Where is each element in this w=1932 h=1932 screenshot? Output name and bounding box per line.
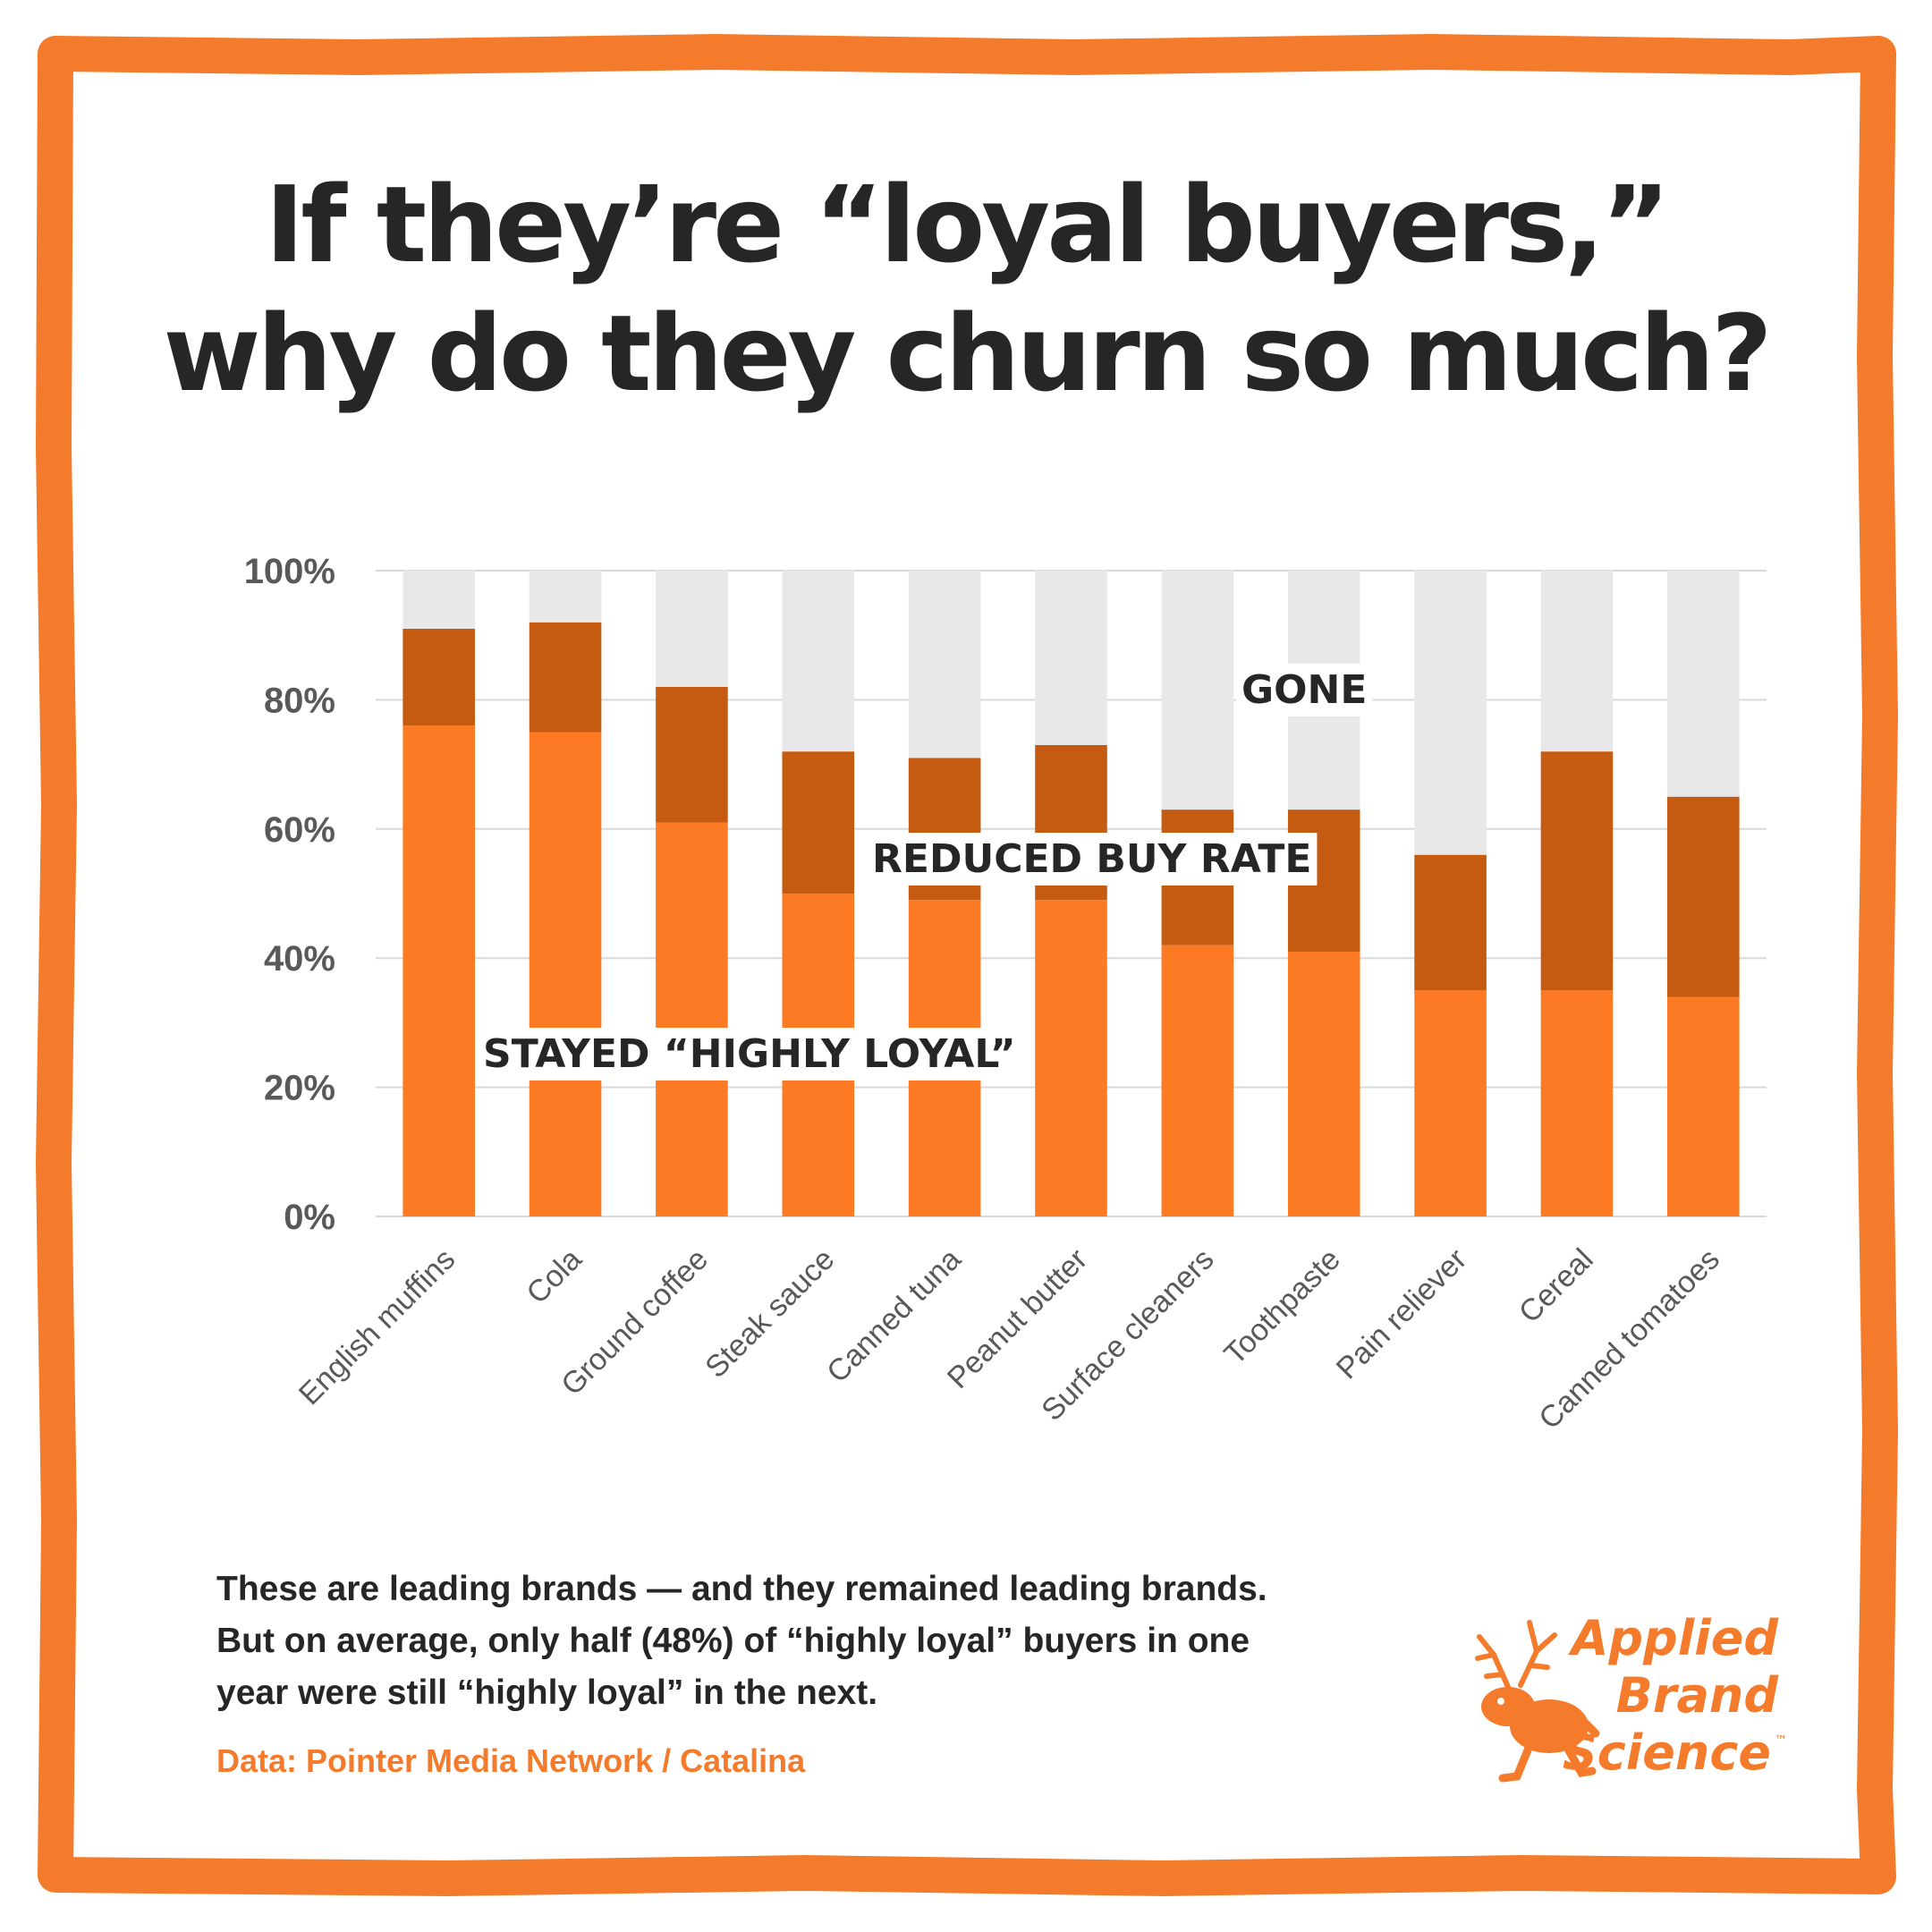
x-tick-label: Cola: [520, 1242, 588, 1310]
bar-gone: [1540, 571, 1614, 752]
bar-gone: [1161, 571, 1234, 810]
y-axis-ticks: 0% 20% 40% 60% 80% 100%: [244, 552, 335, 1237]
bars: [402, 571, 1740, 1216]
bar-gone: [1035, 571, 1107, 745]
data-source: Data: Pointer Media Network / Catalina: [216, 1742, 806, 1779]
bar-stayed-highly-loyal: [1667, 996, 1740, 1216]
label-stayed-highly-loyal-bg: [478, 1028, 1021, 1080]
bar-stayed-highly-loyal: [1414, 990, 1487, 1216]
bar-reduced-buy-rate: [529, 622, 602, 733]
bar-reduced-buy-rate: [1540, 751, 1614, 991]
bar-stayed-highly-loyal: [529, 732, 602, 1216]
x-tick-label: Pain reliever: [1330, 1242, 1474, 1386]
x-tick-label: Steak sauce: [699, 1242, 841, 1385]
label-gone-group: GONE: [1236, 664, 1373, 716]
bar-gone: [656, 571, 728, 687]
bar-stayed-highly-loyal: [1161, 945, 1234, 1216]
y-tick-label: 100%: [244, 552, 335, 591]
bar-stayed-highly-loyal: [656, 822, 728, 1216]
label-stayed-highly-loyal-group: STAYED “HIGHLY LOYAL”: [478, 1028, 1021, 1080]
bar-gone: [1667, 571, 1740, 797]
y-tick-label: 20%: [264, 1069, 335, 1108]
x-tick-label: English muffins: [292, 1242, 462, 1411]
label-reduced-buy-rate: REDUCED BUY RATE: [872, 836, 1311, 882]
bar-gone: [782, 571, 855, 752]
bar-reduced-buy-rate: [1667, 796, 1740, 997]
label-reduced-buy-rate-group: REDUCED BUY RATE: [867, 833, 1318, 886]
label-gone: GONE: [1241, 667, 1367, 713]
bar-gone: [402, 571, 475, 629]
logo-line-brand: Brand: [1616, 1667, 1780, 1724]
logo-trademark: ™: [1775, 1733, 1787, 1748]
bar-gone: [529, 571, 602, 623]
caption-text: These are leading brands — and they rema…: [216, 1570, 1267, 1712]
bar-reduced-buy-rate: [402, 628, 475, 726]
page-title-line-2: why do they churn so much?: [163, 292, 1772, 415]
applied-brand-science-logo: Applied Brand Science ™: [1475, 1610, 1787, 1783]
jackalope-icon: [1475, 1620, 1600, 1783]
label-reduced-buy-rate-bg: [867, 833, 1318, 886]
bar-stayed-highly-loyal: [1287, 951, 1360, 1216]
bar-stayed-highly-loyal: [1035, 900, 1107, 1216]
bar-gone: [908, 571, 981, 758]
y-tick-label: 60%: [264, 810, 335, 850]
bar-reduced-buy-rate: [782, 751, 855, 894]
bar-reduced-buy-rate: [656, 686, 728, 823]
bar-stayed-highly-loyal: [402, 725, 475, 1216]
bar-stayed-highly-loyal: [1540, 990, 1614, 1216]
bar-gone: [1414, 571, 1487, 855]
label-gone-bg: [1236, 664, 1373, 716]
bar-reduced-buy-rate: [1414, 854, 1487, 991]
x-tick-label: Toothpaste: [1217, 1242, 1347, 1372]
label-stayed-highly-loyal: STAYED “HIGHLY LOYAL”: [483, 1031, 1016, 1077]
y-tick-label: 40%: [264, 939, 335, 979]
logo-line-applied: Applied: [1568, 1610, 1780, 1666]
page-title-line-1: If they’re “loyal buyers,”: [265, 163, 1670, 286]
logo-line-science: Science: [1563, 1724, 1771, 1781]
y-tick-label: 80%: [264, 681, 335, 720]
y-tick-label: 0%: [284, 1198, 335, 1237]
series-labels: STAYED “HIGHLY LOYAL” REDUCED BUY RATE GON…: [478, 664, 1373, 1080]
x-tick-label: Cereal: [1513, 1242, 1600, 1330]
